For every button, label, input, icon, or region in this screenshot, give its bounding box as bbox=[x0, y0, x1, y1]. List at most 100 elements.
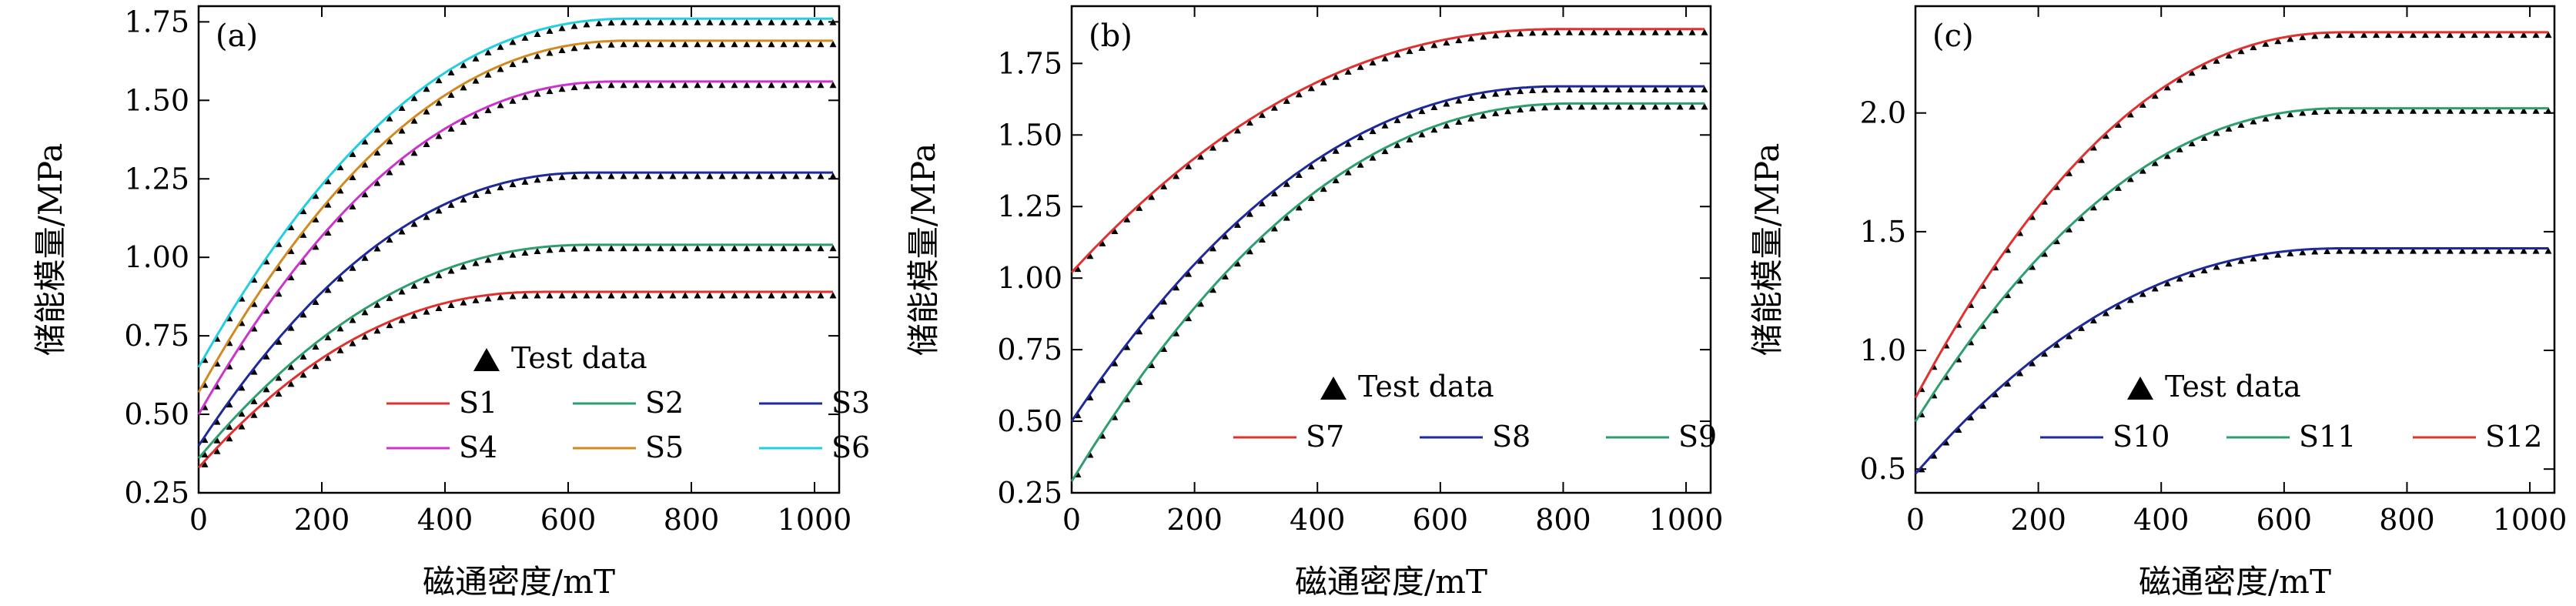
test-data-marker bbox=[1565, 102, 1573, 110]
test-data-marker bbox=[1418, 44, 1426, 52]
test-data-marker bbox=[681, 18, 689, 25]
test-data-marker bbox=[2114, 121, 2122, 128]
test-data-marker bbox=[632, 18, 640, 25]
x-tick-label: 0 bbox=[1906, 503, 1925, 537]
test-data-marker bbox=[287, 324, 295, 331]
test-data-marker bbox=[521, 292, 529, 299]
test-data-marker bbox=[1332, 73, 1340, 80]
test-data-marker bbox=[312, 362, 319, 370]
test-data-marker bbox=[1480, 33, 1487, 40]
test-data-marker bbox=[2089, 143, 2097, 151]
test-data-marker bbox=[755, 172, 763, 179]
test-data-marker bbox=[201, 436, 209, 444]
test-data-marker bbox=[275, 240, 283, 247]
series-S7 bbox=[1070, 28, 1708, 273]
test-data-marker bbox=[2053, 341, 2061, 348]
test-data-marker bbox=[1307, 194, 1315, 201]
test-data-marker bbox=[2004, 380, 2012, 387]
test-data-marker bbox=[1222, 233, 1229, 239]
test-data-marker bbox=[2458, 31, 2466, 39]
test-data-marker bbox=[201, 460, 209, 467]
test-data-marker bbox=[497, 293, 504, 300]
test-data-marker bbox=[755, 291, 763, 299]
test-data-marker bbox=[2323, 32, 2331, 39]
test-data-marker bbox=[558, 46, 566, 54]
test-data-marker bbox=[312, 243, 319, 250]
test-data-marker bbox=[509, 293, 517, 300]
test-data-marker bbox=[780, 81, 788, 89]
test-data-marker bbox=[768, 244, 775, 252]
test-data-marker bbox=[2311, 248, 2319, 255]
test-data-marker bbox=[546, 291, 554, 299]
test-data-marker bbox=[2397, 31, 2404, 39]
legend-label-S2: S2 bbox=[645, 386, 684, 420]
test-data-marker bbox=[2188, 139, 2196, 147]
test-data-marker bbox=[792, 244, 800, 252]
test-data-marker bbox=[780, 291, 788, 299]
y-tick-label: 1.75 bbox=[124, 5, 189, 39]
test-data-marker bbox=[829, 81, 837, 89]
test-data-marker bbox=[2089, 203, 2097, 211]
test-data-marker bbox=[1209, 244, 1217, 252]
test-data-marker bbox=[263, 257, 270, 265]
y-tick-label: 1.50 bbox=[124, 83, 189, 117]
test-data-marker bbox=[731, 40, 738, 48]
test-data-marker bbox=[497, 253, 504, 260]
test-data-marker bbox=[2237, 257, 2245, 264]
test-data-marker bbox=[2409, 107, 2417, 114]
test-data-marker bbox=[1979, 402, 1987, 409]
test-data-marker bbox=[694, 244, 701, 252]
test-data-marker bbox=[398, 316, 406, 323]
test-data-marker bbox=[1233, 221, 1241, 228]
test-data-marker bbox=[238, 410, 246, 417]
test-data-marker bbox=[620, 18, 627, 25]
test-data-marker bbox=[2458, 247, 2466, 254]
test-data-marker bbox=[312, 298, 319, 305]
test-data-marker bbox=[1270, 104, 1278, 111]
test-data-marker bbox=[299, 207, 307, 215]
test-data-marker bbox=[1443, 39, 1450, 46]
test-data-marker bbox=[287, 380, 295, 387]
test-data-marker bbox=[1467, 94, 1475, 101]
test-data-marker bbox=[632, 40, 640, 48]
test-data-marker bbox=[632, 291, 640, 299]
test-data-marker bbox=[287, 273, 295, 281]
test-data-marker bbox=[1246, 210, 1253, 217]
test-data-marker bbox=[2237, 47, 2245, 55]
test-data-marker bbox=[299, 231, 307, 238]
test-data-marker bbox=[669, 291, 677, 299]
legend-label-S5: S5 bbox=[645, 430, 684, 464]
test-data-marker bbox=[694, 81, 701, 89]
test-data-marker bbox=[1480, 92, 1487, 99]
test-data-marker bbox=[2520, 31, 2527, 39]
test-data-marker bbox=[410, 282, 418, 289]
test-data-marker bbox=[1270, 224, 1278, 232]
test-data-marker bbox=[460, 196, 467, 203]
test-data-marker bbox=[2299, 109, 2307, 116]
test-data-marker bbox=[2114, 303, 2122, 310]
test-data-marker bbox=[373, 126, 381, 133]
x-tick-label: 800 bbox=[2379, 503, 2435, 537]
test-data-marker bbox=[1517, 87, 1524, 95]
test-data-marker bbox=[768, 40, 775, 48]
series-S12 bbox=[1914, 31, 2552, 399]
test-data-marker bbox=[398, 127, 406, 134]
series-S8 bbox=[1070, 85, 1708, 422]
test-data-marker bbox=[2151, 92, 2159, 99]
test-data-marker bbox=[472, 55, 480, 62]
test-data-marker bbox=[2446, 107, 2454, 114]
test-data-marker bbox=[2077, 214, 2085, 222]
model-curve-S5 bbox=[197, 39, 833, 393]
y-tick-label: 1.25 bbox=[124, 162, 189, 196]
test-data-marker bbox=[681, 172, 689, 179]
test-data-marker bbox=[620, 81, 627, 89]
x-tick-label: 1000 bbox=[1649, 503, 1724, 537]
test-data-marker bbox=[1111, 360, 1119, 367]
test-data-marker bbox=[2532, 247, 2540, 254]
x-tick-label: 200 bbox=[2010, 503, 2066, 537]
test-data-marker bbox=[2274, 37, 2282, 45]
test-data-marker bbox=[263, 385, 270, 393]
test-data-marker bbox=[349, 150, 356, 157]
y-tick-label: 1.0 bbox=[1860, 333, 1906, 367]
test-data-marker bbox=[1529, 86, 1537, 94]
